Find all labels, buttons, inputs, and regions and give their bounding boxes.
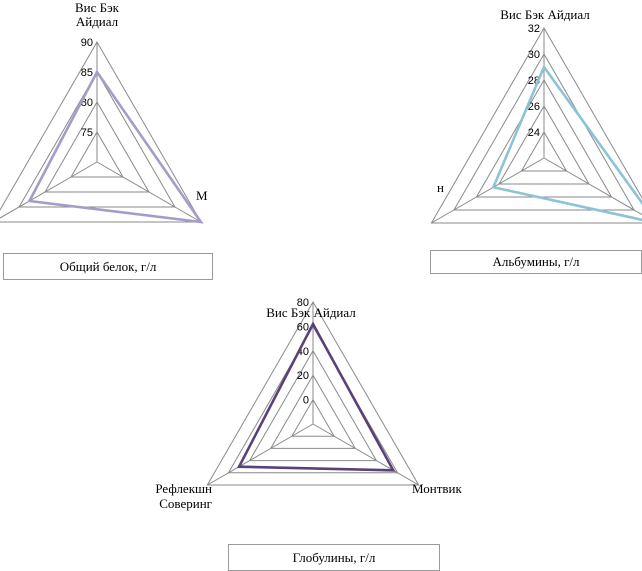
legend-total-protein-label: Общий белок, г/л [59,258,157,274]
series-line-0 [236,321,396,472]
grid-ring-2 [248,349,378,462]
tick-label-1: 80 [81,97,93,109]
axis-spoke-1 [312,423,419,486]
tick-label-4: 80 [297,297,309,309]
tick-label-3: 90 [81,37,93,49]
grid-ring-3 [453,53,635,211]
legend-globulins: Глобулины, г/л [228,544,440,571]
legend-total-protein: Общий белок, г/л [3,253,213,280]
category-label-0: Вис Бэк [75,0,120,15]
category-label-2: н [437,180,444,195]
category-label-2: Соверинг [159,496,212,511]
axis-spoke-2 [0,161,98,219]
grid-ring-1 [498,105,590,185]
tick-label-0: 0 [303,395,309,407]
category-label-1: М [196,188,208,203]
category-label-0: Айдиал [76,14,119,29]
legend-globulins-label: Глобулины, г/л [292,549,376,565]
series-line-0 [27,69,204,224]
grid-ring-2 [475,79,613,198]
tick-label-3: 60 [297,321,309,333]
grid-ring-0 [70,130,124,178]
legend-albumins: Альбумины, г/л [430,250,642,274]
grid-ring-1 [44,100,150,193]
tick-label-1: 26 [528,101,540,113]
tick-label-3: 30 [528,49,540,61]
axis-spoke-2 [207,423,314,486]
category-label-2: Рефлекшн [155,481,212,496]
category-label-1: Монтвик [412,481,462,496]
axis-spoke-1 [543,157,642,216]
grid-ring-0 [520,131,568,172]
series-line-0 [491,64,642,222]
tick-label-2: 85 [81,67,93,79]
tick-label-1: 20 [297,370,309,382]
tick-label-0: 75 [81,127,93,139]
legend-albumins-label: Альбумины, г/л [492,254,580,269]
grid-ring-0 [291,398,335,437]
grid-ring-4 [430,27,642,224]
category-label-0: Вис Бэк Айдиал [500,7,590,22]
grid-ring-2 [18,71,176,208]
axis-spoke-2 [431,157,545,224]
grid-ring-3 [0,41,202,223]
category-label-0: Вис Бэк Айдиал [266,305,356,320]
tick-label-4: 32 [528,23,540,35]
tick-label-0: 24 [528,127,540,139]
axis-spoke-1 [96,161,202,223]
grid-ring-4 [206,300,420,486]
grid-ring-1 [269,374,357,449]
